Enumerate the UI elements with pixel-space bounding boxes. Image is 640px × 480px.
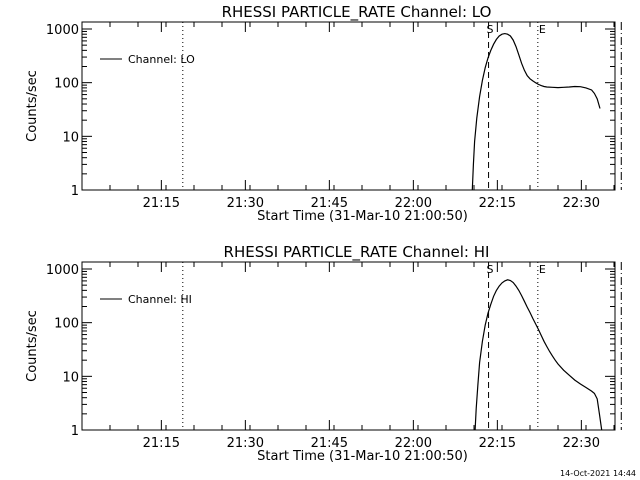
- x-tick-label: 21:45: [311, 436, 348, 451]
- x-tick-label: 21:45: [311, 196, 348, 211]
- x-axis-label: Start Time (31-Mar-10 21:00:50): [257, 209, 468, 224]
- x-tick-label: 22:15: [479, 436, 516, 451]
- y-tick-label: 1000: [46, 263, 79, 278]
- y-tick-label: 1: [71, 184, 79, 199]
- marker-label: S: [487, 263, 494, 276]
- x-tick-label: 22:30: [563, 196, 600, 211]
- x-tick-label: 21:15: [143, 436, 180, 451]
- series-line-hi: [474, 279, 603, 431]
- series-line-lo: [471, 32, 601, 191]
- marker-label: S: [487, 23, 494, 36]
- x-tick-label: 22:15: [479, 196, 516, 211]
- x-tick-label: 22:30: [563, 436, 600, 451]
- y-tick-label: 10: [62, 130, 79, 145]
- x-tick-label: 21:30: [227, 436, 264, 451]
- chart-title: RHESSI PARTICLE_RATE Channel: LO: [222, 3, 492, 22]
- plot-frame: [81, 21, 616, 191]
- timestamp-label: 14-Oct-2021 14:44: [560, 469, 636, 478]
- x-axis-label: Start Time (31-Mar-10 21:00:50): [257, 449, 468, 464]
- chart-panel-lo: RHESSI PARTICLE_RATE Channel: LO 1 10 100 10…: [25, 3, 622, 224]
- x-tick-label: 22:00: [395, 196, 432, 211]
- marker-label: E: [539, 263, 546, 276]
- x-tick-label: 21:15: [143, 196, 180, 211]
- chart-panel-hi: RHESSI PARTICLE_RATE Channel: HI 1 10 100 10…: [25, 243, 622, 464]
- x-tick-label: 22:00: [395, 436, 432, 451]
- y-axis-label: Counts/sec: [25, 70, 40, 142]
- legend-label: Channel: HI: [128, 293, 192, 306]
- plot-frame: [81, 261, 616, 431]
- marker-label: E: [539, 23, 546, 36]
- y-tick-label: 1: [71, 424, 79, 439]
- y-tick-label: 100: [54, 317, 79, 332]
- y-tick-label: 1000: [46, 23, 79, 38]
- chart-title: RHESSI PARTICLE_RATE Channel: HI: [224, 243, 490, 262]
- y-axis-label: Counts/sec: [25, 310, 40, 382]
- x-tick-label: 21:30: [227, 196, 264, 211]
- legend-label: Channel: LO: [128, 53, 195, 66]
- y-tick-label: 100: [54, 77, 79, 92]
- y-tick-label: 10: [62, 370, 79, 385]
